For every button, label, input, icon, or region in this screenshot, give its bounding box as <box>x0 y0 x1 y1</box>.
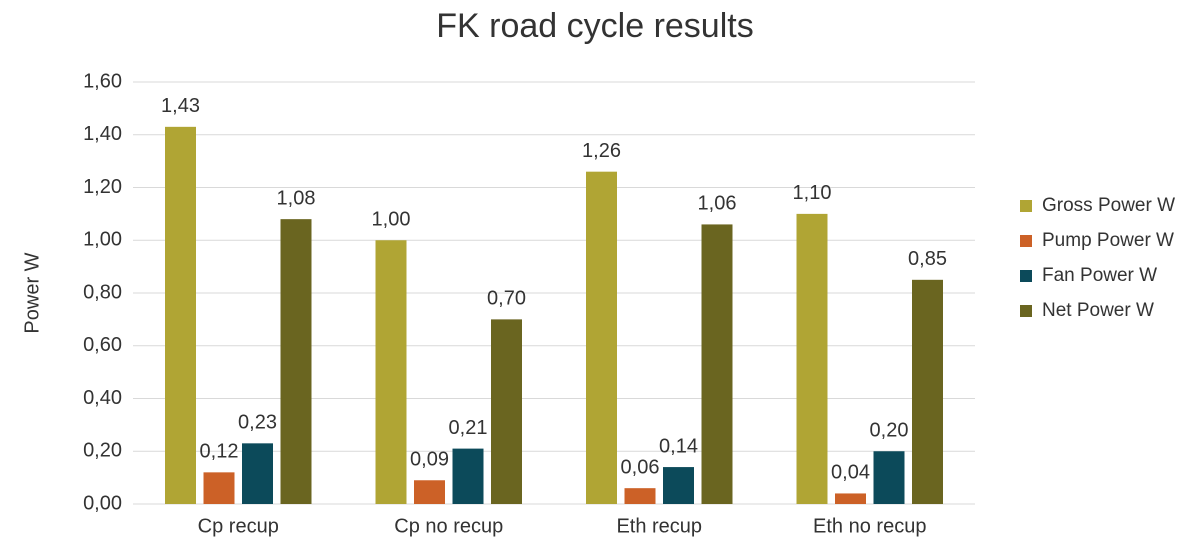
data-label: 1,10 <box>793 182 832 204</box>
bar <box>203 472 235 504</box>
bar <box>912 279 943 504</box>
y-tick-label: 1,20 <box>83 176 122 198</box>
data-label: 0,09 <box>410 449 449 471</box>
bar <box>835 493 866 504</box>
x-tick-label: Eth recup <box>616 515 702 537</box>
legend-label: Gross Power W <box>1042 195 1175 216</box>
data-label: 1,26 <box>582 140 621 162</box>
bar <box>663 467 694 504</box>
bar <box>165 126 196 505</box>
legend-label: Net Power W <box>1042 300 1154 321</box>
data-label: 0,04 <box>831 462 870 484</box>
legend-swatch <box>1020 270 1032 282</box>
y-tick-label: 0,60 <box>83 334 122 356</box>
bar <box>873 451 905 504</box>
data-label: 0,12 <box>200 441 239 463</box>
data-label: 0,06 <box>621 456 660 478</box>
bar <box>586 171 617 505</box>
bar <box>280 219 312 504</box>
x-tick-label: Eth no recup <box>813 515 926 537</box>
data-label: 1,00 <box>372 209 411 231</box>
data-label: 0,20 <box>870 420 909 442</box>
data-label: 0,85 <box>908 248 947 270</box>
x-tick-label: Cp recup <box>198 515 279 537</box>
data-label: 0,23 <box>238 412 277 434</box>
bar <box>375 240 407 504</box>
bar <box>414 480 445 504</box>
y-tick-label: 1,40 <box>83 123 122 145</box>
bar <box>242 443 273 504</box>
bar <box>624 488 656 504</box>
data-label: 0,14 <box>659 435 698 457</box>
legend-swatch <box>1020 305 1032 317</box>
y-tick-label: 1,60 <box>83 70 122 92</box>
x-tick-label: Cp no recup <box>394 515 503 537</box>
y-axis-label: Power W <box>21 252 43 333</box>
legend-label: Pump Power W <box>1042 230 1174 251</box>
legend-label: Fan Power W <box>1042 265 1157 286</box>
y-tick-label: 0,00 <box>83 492 122 514</box>
data-label: 1,06 <box>698 193 737 215</box>
bar <box>491 319 522 504</box>
data-label: 1,08 <box>277 187 316 209</box>
y-tick-label: 0,20 <box>83 440 122 462</box>
data-label: 0,21 <box>449 417 488 439</box>
chart-title: FK road cycle results <box>436 7 753 45</box>
data-label: 0,70 <box>487 288 526 310</box>
data-label: 1,43 <box>161 95 200 117</box>
y-tick-label: 0,40 <box>83 387 122 409</box>
bar <box>701 224 733 505</box>
legend-swatch <box>1020 235 1032 247</box>
y-tick-label: 0,80 <box>83 281 122 303</box>
legend-swatch <box>1020 200 1032 212</box>
bar <box>452 448 484 504</box>
bar <box>796 213 828 504</box>
y-tick-label: 1,00 <box>83 229 122 251</box>
